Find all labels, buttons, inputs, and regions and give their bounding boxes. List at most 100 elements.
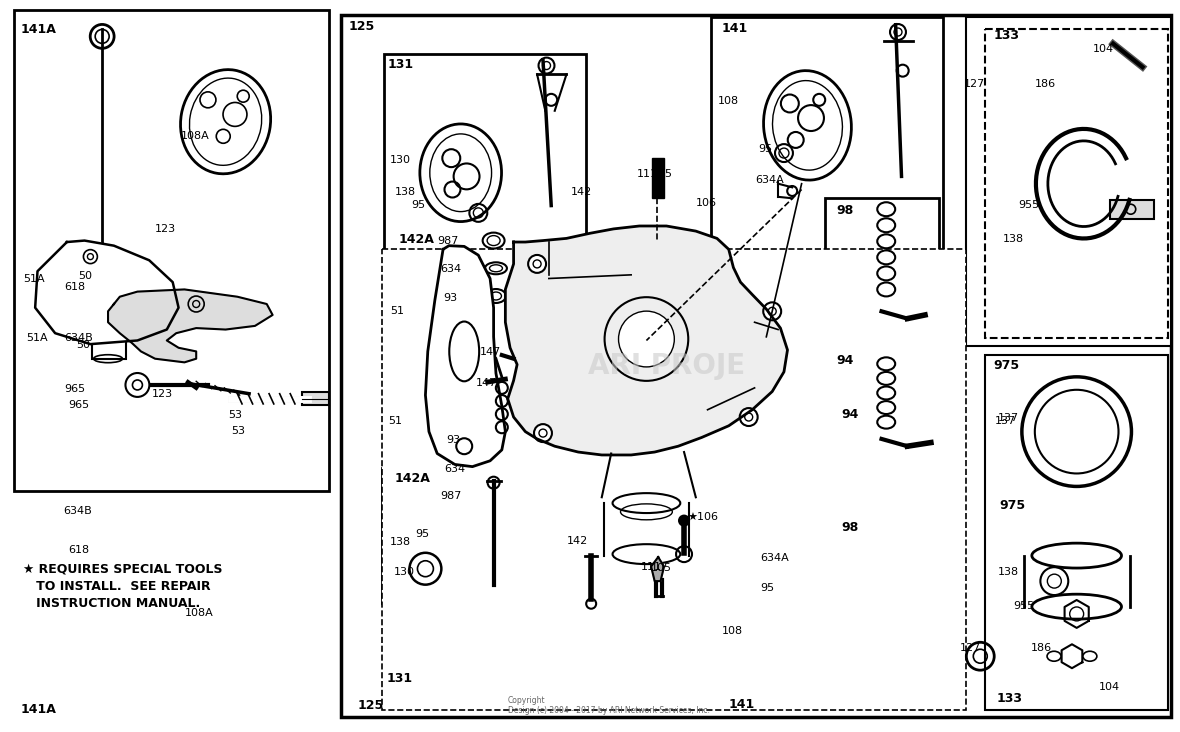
Polygon shape (651, 557, 664, 581)
Text: 53: 53 (228, 410, 242, 419)
Text: 105: 105 (651, 563, 673, 573)
Text: 131: 131 (387, 671, 413, 684)
Text: 94: 94 (837, 354, 854, 367)
Circle shape (529, 255, 546, 273)
Text: 98: 98 (837, 204, 854, 217)
Text: 111: 111 (637, 169, 658, 179)
Text: 108A: 108A (181, 131, 210, 141)
Text: 108: 108 (719, 96, 739, 106)
Text: 634B: 634B (65, 333, 93, 343)
Text: Copyright
Design (c) 2004 - 2017 by ARI Network Services, Inc.: Copyright Design (c) 2004 - 2017 by ARI … (507, 695, 709, 715)
Text: 142: 142 (571, 187, 592, 198)
Text: 51: 51 (391, 306, 405, 316)
Text: 138: 138 (391, 537, 412, 547)
Text: ★106: ★106 (688, 512, 719, 522)
Text: 138: 138 (998, 567, 1020, 577)
Circle shape (618, 311, 674, 367)
Bar (712, 18, 943, 343)
Polygon shape (426, 246, 505, 466)
Text: 125: 125 (349, 20, 375, 33)
Text: 975: 975 (999, 498, 1025, 512)
Text: 142A: 142A (399, 234, 434, 246)
Bar (653, 158, 664, 198)
Text: 147: 147 (476, 378, 497, 388)
Bar (302, 392, 329, 406)
Text: 138: 138 (1003, 234, 1024, 244)
Text: 111: 111 (641, 562, 662, 572)
Bar (341, 15, 1171, 717)
Text: 141: 141 (722, 22, 748, 35)
Text: 138: 138 (395, 187, 417, 198)
Text: 104: 104 (1093, 44, 1114, 53)
Text: 133: 133 (997, 692, 1023, 705)
Text: 142: 142 (566, 536, 588, 546)
Text: 955: 955 (1018, 200, 1040, 210)
Bar (825, 198, 939, 343)
Text: 130: 130 (391, 154, 411, 165)
Circle shape (740, 408, 758, 426)
Text: 93: 93 (446, 435, 460, 444)
Text: 95: 95 (415, 529, 430, 539)
Text: 51A: 51A (26, 333, 47, 343)
Bar (825, 350, 939, 468)
Text: 634: 634 (440, 264, 461, 274)
Text: 108: 108 (722, 627, 742, 636)
Bar (385, 54, 586, 438)
Text: 123: 123 (151, 389, 172, 400)
Text: 955: 955 (1014, 601, 1035, 610)
Bar (382, 250, 966, 710)
Text: 987: 987 (437, 236, 459, 246)
Text: 108A: 108A (184, 608, 214, 618)
Circle shape (99, 280, 112, 292)
Bar (14, 10, 329, 491)
Text: 634A: 634A (760, 553, 789, 564)
Text: 125: 125 (358, 699, 384, 712)
Bar (985, 29, 1168, 338)
Circle shape (535, 424, 552, 442)
Bar (92, 338, 125, 359)
Text: ARI PROJE: ARI PROJE (588, 352, 745, 380)
Circle shape (678, 515, 689, 526)
Bar (985, 355, 1168, 710)
Text: 131: 131 (388, 59, 414, 71)
Text: 51: 51 (388, 416, 402, 425)
Text: 142A: 142A (395, 471, 431, 485)
Polygon shape (505, 226, 787, 455)
Text: 133: 133 (994, 29, 1020, 42)
Text: 93: 93 (442, 293, 457, 303)
Text: 141A: 141A (21, 23, 57, 37)
Text: 141A: 141A (21, 703, 57, 716)
Text: 50: 50 (77, 340, 91, 351)
Text: 95: 95 (760, 583, 774, 594)
Text: 53: 53 (231, 426, 245, 436)
Text: 618: 618 (65, 282, 86, 292)
Text: 127: 127 (961, 643, 982, 653)
Text: 95: 95 (758, 144, 772, 154)
Text: 123: 123 (155, 224, 176, 234)
Text: 186: 186 (1035, 79, 1055, 89)
Text: 130: 130 (394, 567, 414, 577)
Ellipse shape (1047, 651, 1061, 661)
Text: 98: 98 (841, 520, 859, 534)
Text: 137: 137 (995, 416, 1016, 425)
Text: 634A: 634A (755, 175, 785, 185)
Text: 634B: 634B (64, 506, 92, 516)
Text: 186: 186 (1031, 643, 1051, 653)
Text: 94: 94 (841, 408, 859, 421)
Text: 975: 975 (994, 359, 1020, 372)
Text: ★ REQUIRES SPECIAL TOOLS
   TO INSTALL.  SEE REPAIR
   INSTRUCTION MANUAL.: ★ REQUIRES SPECIAL TOOLS TO INSTALL. SEE… (24, 563, 223, 610)
Text: 137: 137 (998, 414, 1020, 423)
Text: 95: 95 (412, 200, 426, 210)
Text: 105: 105 (653, 169, 674, 179)
Bar (1109, 200, 1154, 219)
Text: 618: 618 (68, 545, 90, 555)
Ellipse shape (1083, 651, 1097, 661)
Polygon shape (109, 289, 273, 362)
Polygon shape (35, 241, 178, 344)
Bar (382, 468, 558, 603)
Text: 634: 634 (444, 463, 465, 474)
Text: 965: 965 (68, 400, 90, 409)
Text: 141: 141 (729, 698, 755, 711)
Text: 51A: 51A (24, 274, 45, 284)
Text: 965: 965 (65, 384, 86, 394)
